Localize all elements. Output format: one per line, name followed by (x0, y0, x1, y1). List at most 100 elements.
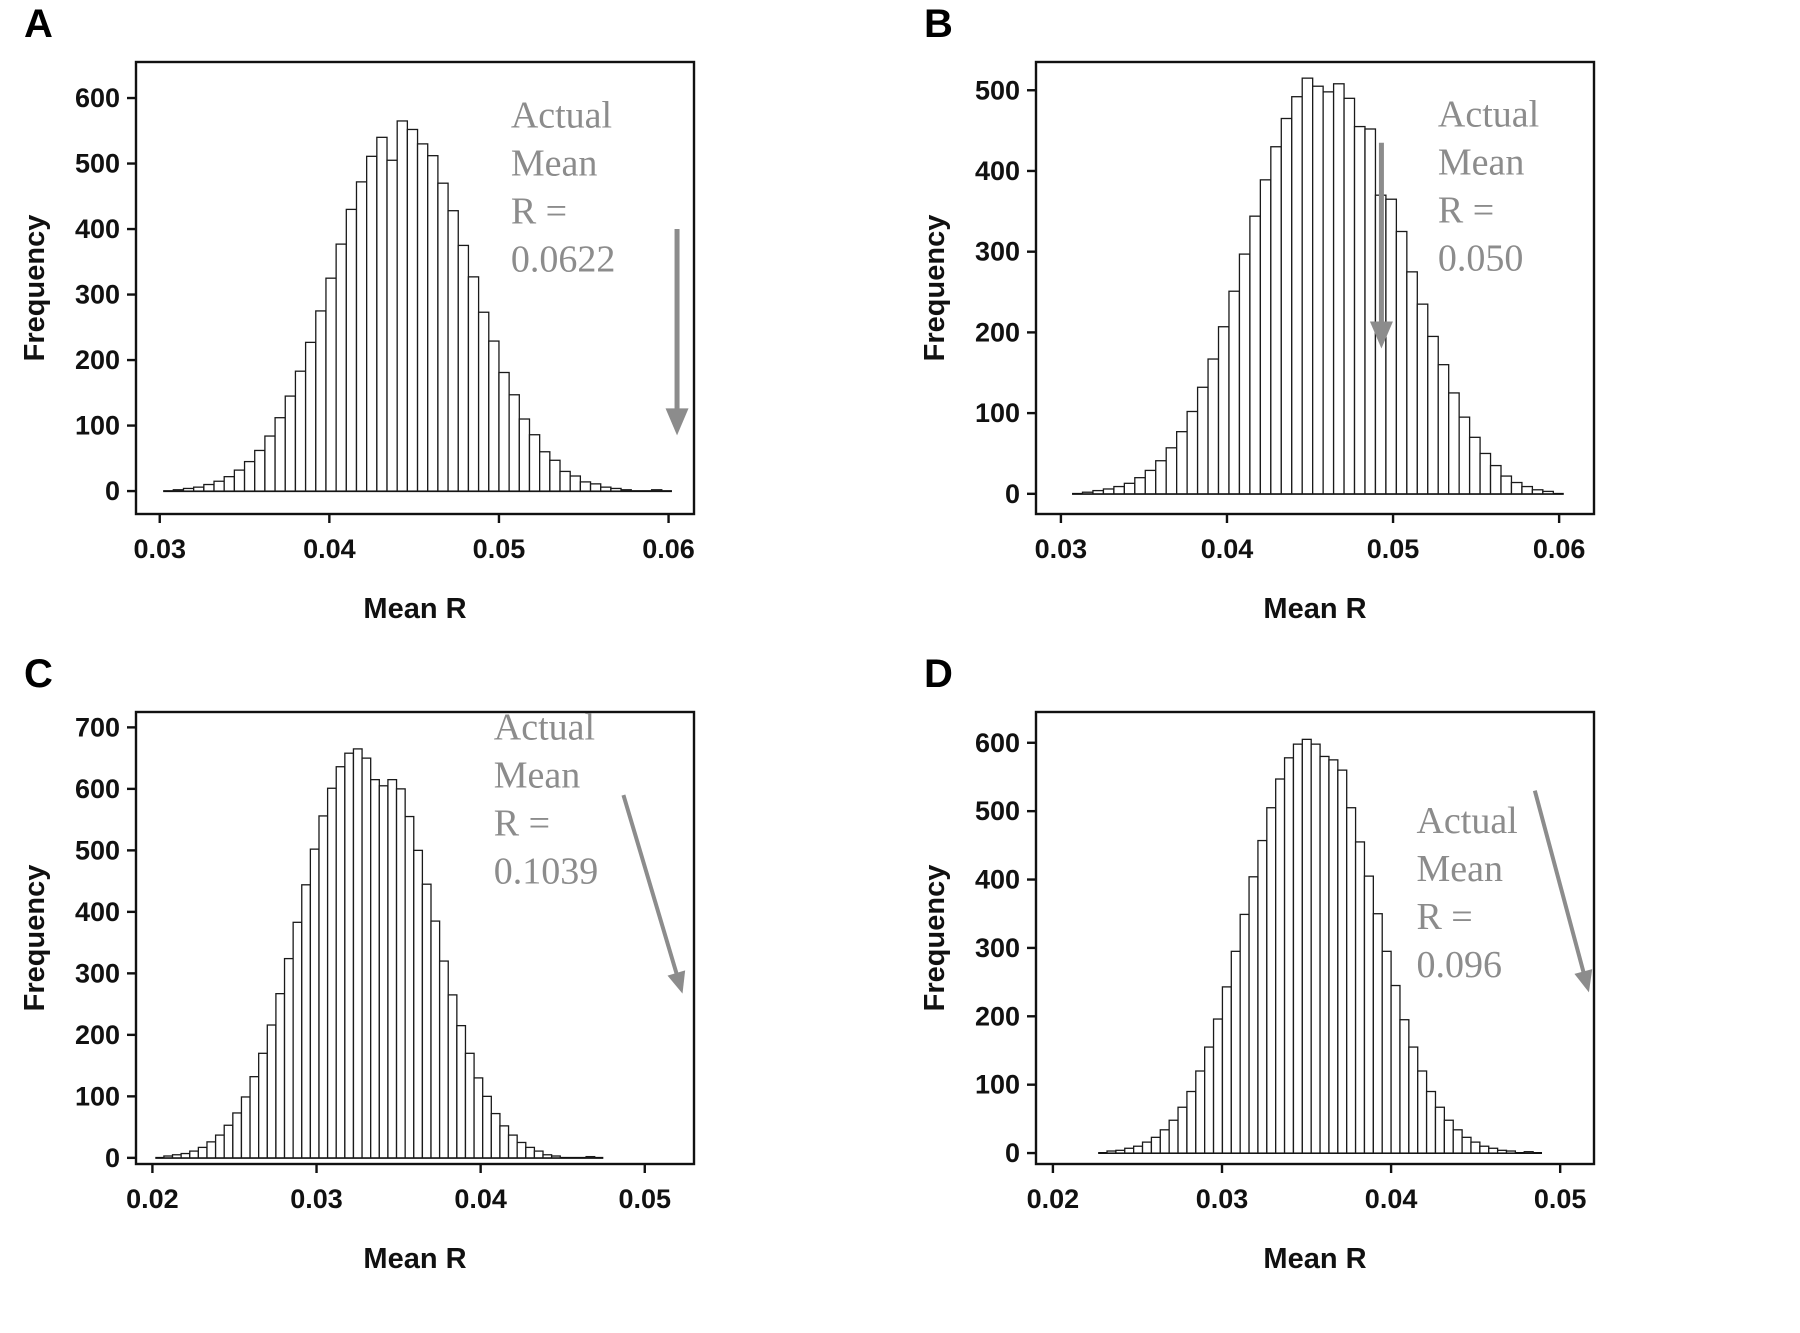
y-tick-label: 0 (1005, 479, 1020, 509)
histogram-bar (507, 1134, 518, 1159)
histogram-bar (600, 486, 612, 492)
histogram-bar (378, 785, 389, 1159)
histogram-bar (1168, 1119, 1179, 1154)
histogram-bar (1489, 464, 1502, 495)
histogram-bar (1196, 386, 1209, 495)
actual-mean-annotation-line: Actual (1416, 800, 1517, 842)
histogram-bar (292, 921, 303, 1159)
histogram-bar (395, 788, 406, 1159)
actual-mean-arrow-head (1574, 969, 1593, 993)
histogram-bar (1186, 1090, 1197, 1154)
x-tick-label: 0.04 (1365, 1184, 1418, 1214)
x-tick-label: 0.03 (133, 534, 186, 564)
actual-mean-annotation-line: 0.050 (1438, 238, 1524, 280)
histogram-bar (1283, 757, 1295, 1154)
actual-mean-annotation-line: R = (511, 191, 567, 233)
y-tick-label: 600 (75, 83, 120, 113)
histogram-bar (1427, 335, 1439, 495)
histogram-bar (1102, 488, 1115, 495)
histogram-bar (456, 1024, 467, 1159)
histogram-bar (1385, 198, 1398, 495)
histogram-chart-b: 0 100 200 300 400 500 0.03 0.04 0.05 0.06 Frequenc… (919, 60, 1596, 625)
histogram-bar (437, 182, 449, 492)
histogram-bar (1417, 1070, 1428, 1154)
histogram-bar (284, 395, 297, 492)
histogram-bar (1238, 253, 1251, 495)
histogram-bar (304, 341, 317, 492)
histogram-bar (264, 435, 276, 492)
histogram-bar (386, 159, 398, 492)
histogram-bar (1204, 1046, 1215, 1154)
histogram-bar (1291, 96, 1303, 495)
y-tick-label: 200 (75, 345, 120, 375)
histogram-bar (1332, 83, 1345, 495)
histogram-bar (430, 920, 441, 1159)
histogram-bar (361, 757, 372, 1159)
histogram-bar (482, 1095, 492, 1159)
histogram-bar (528, 434, 541, 492)
y-tick-label: 500 (75, 835, 120, 865)
histogram-bar (1337, 769, 1348, 1154)
histogram-bar (1395, 230, 1408, 495)
histogram-bar (355, 181, 368, 492)
y-tick-label: 100 (975, 1070, 1020, 1100)
actual-mean-arrow-head (665, 408, 689, 436)
histogram-bar (1531, 489, 1544, 495)
histogram-bar (1312, 85, 1324, 495)
y-tick-label: 200 (975, 317, 1020, 347)
histogram-bar (1310, 743, 1321, 1154)
y-tick-label: 500 (75, 149, 120, 179)
y-axis-label: Frequency (19, 215, 51, 362)
histogram-bar (172, 489, 185, 492)
histogram-bar (525, 1146, 536, 1159)
actual-mean-annotation-line: Mean (494, 755, 581, 797)
histogram-bar (1239, 913, 1250, 1154)
plot-box (1034, 710, 1596, 1166)
histogram-bar (1363, 875, 1374, 1154)
histogram-bar (213, 480, 225, 492)
histogram-bar (283, 957, 294, 1159)
x-tick-label: 0.05 (1534, 1184, 1587, 1214)
histogram-bar (266, 1024, 277, 1159)
histogram-bar (569, 475, 582, 492)
actual-mean-arrow-head (667, 970, 686, 994)
y-tick-label: 400 (75, 214, 120, 244)
y-tick-label: 0 (105, 476, 120, 506)
x-tick-label: 0.02 (1027, 1184, 1080, 1214)
histogram-bar (1353, 125, 1366, 495)
actual-mean-arrow-shaft (1532, 790, 1588, 981)
histogram-bar (579, 481, 592, 492)
histogram-bar (1542, 490, 1554, 495)
y-axis-label: Frequency (919, 215, 951, 362)
histogram-bar (318, 815, 329, 1159)
histogram-bar (1425, 1090, 1437, 1154)
histogram-bar (1437, 364, 1450, 495)
histogram-bar (1275, 778, 1286, 1154)
y-tick-label: 300 (975, 933, 1020, 963)
histogram-bar (1092, 489, 1105, 495)
histogram-bar (193, 486, 205, 492)
y-tick-label: 200 (75, 1020, 120, 1050)
histogram-bar (223, 1124, 234, 1159)
panel-a: A 0 100 200 300 400 500 600 0.03 0.04 0.05 0.06 Fre… (0, 0, 900, 650)
y-tick-label: 0 (1005, 1138, 1020, 1168)
histogram-bar (249, 1076, 260, 1159)
histogram-bar (473, 1077, 484, 1159)
histogram-bar (163, 1155, 174, 1159)
y-tick-label: 200 (975, 1001, 1020, 1031)
histogram-bar (301, 884, 312, 1159)
histogram-bar (309, 848, 320, 1159)
histogram-bar (1319, 755, 1330, 1154)
histogram-bar (490, 1112, 501, 1159)
histogram-bar (438, 960, 449, 1159)
histogram-bar (1458, 416, 1471, 495)
x-tick-label: 0.05 (473, 534, 526, 564)
histogram-bar (499, 1125, 510, 1159)
histogram-bar (1249, 215, 1262, 495)
histogram-bar (1270, 146, 1282, 495)
histogram-bar (1461, 1136, 1472, 1154)
histogram-bar (1443, 1119, 1454, 1154)
histogram-bar (1165, 447, 1178, 495)
histogram-bar (620, 489, 632, 492)
